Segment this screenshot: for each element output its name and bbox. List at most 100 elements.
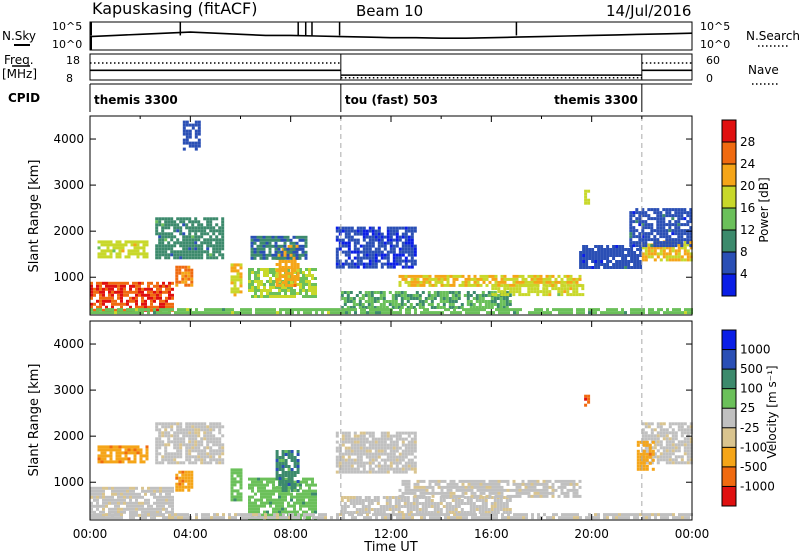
vel-cell	[278, 480, 282, 483]
power-cell	[647, 226, 651, 230]
vel-cell	[251, 483, 254, 487]
power-cell	[615, 260, 619, 263]
vel-cell	[410, 452, 414, 456]
vel-cell	[366, 516, 369, 520]
power-cell	[524, 284, 528, 288]
power-cell	[635, 208, 639, 212]
vel-cell	[165, 516, 168, 520]
power-cell	[368, 250, 372, 254]
power-cell	[600, 263, 604, 266]
power-cell	[182, 126, 186, 130]
power-cell	[286, 253, 290, 257]
vel-cell	[642, 455, 646, 459]
power-cell	[374, 253, 378, 257]
vel-cell	[311, 483, 314, 487]
power-cell	[212, 244, 216, 248]
power-cell	[262, 235, 266, 239]
vel-cell	[490, 511, 494, 514]
power-cell	[368, 256, 372, 260]
power-cell	[191, 220, 195, 224]
power-cell	[624, 311, 627, 315]
power-cell	[147, 281, 150, 285]
power-cell	[182, 217, 186, 221]
vel-cell	[448, 508, 452, 511]
power-cell	[250, 250, 254, 254]
power-cell	[382, 297, 386, 300]
power-cell	[178, 265, 182, 269]
power-cell	[440, 280, 444, 284]
vel-cell	[389, 449, 393, 453]
power-cell	[410, 283, 414, 287]
power-cell	[311, 268, 314, 271]
vel-cell	[109, 460, 113, 464]
power-cell	[126, 290, 129, 294]
power-cell	[428, 274, 432, 278]
power-cell	[197, 238, 201, 242]
power-cell	[671, 214, 675, 218]
vel-cell	[207, 513, 210, 517]
power-cell	[90, 287, 93, 291]
power-cell	[341, 229, 345, 233]
power-cell	[400, 294, 404, 297]
vel-cell	[221, 434, 225, 438]
power-cell	[635, 220, 639, 224]
power-cell	[641, 241, 645, 245]
vel-cell	[164, 425, 168, 429]
power-cell	[283, 241, 287, 245]
power-cell	[123, 311, 126, 315]
power-cell	[295, 253, 299, 257]
power-cell	[534, 308, 537, 312]
vel-cell	[171, 507, 174, 511]
vel-cell	[412, 502, 416, 505]
vel-cell	[488, 485, 492, 489]
power-cell	[496, 294, 500, 297]
vel-cell	[665, 437, 669, 441]
power-cell	[281, 286, 284, 289]
vel-cell	[353, 443, 357, 447]
vel-cell	[108, 498, 111, 502]
vel-cell	[115, 448, 119, 452]
vel-cell	[188, 425, 192, 429]
vel-cell	[188, 449, 192, 453]
vel-cell	[178, 488, 182, 492]
power-cell	[499, 300, 503, 303]
power-cell	[278, 272, 282, 275]
vel-cell	[239, 480, 243, 484]
power-cell	[379, 303, 383, 306]
vel-cell	[210, 516, 213, 520]
power-cell	[340, 294, 344, 297]
power-cell	[185, 123, 189, 127]
vel-cell	[647, 422, 651, 426]
vel-cell	[281, 477, 285, 480]
vel-cell	[383, 434, 387, 438]
power-cell	[336, 308, 339, 312]
power-colorbar-band-4	[722, 186, 736, 208]
vel-cell	[153, 486, 156, 490]
vel-cell	[93, 495, 96, 499]
vel-cell	[418, 508, 422, 511]
power-cell	[206, 217, 210, 221]
vel-cell	[500, 491, 504, 495]
vel-cell	[181, 476, 185, 480]
power-cell	[624, 254, 628, 257]
power-cell	[504, 308, 507, 312]
vel-cell	[200, 449, 204, 453]
vel-cell	[108, 516, 111, 520]
power-cell	[671, 255, 675, 259]
vel-cell	[407, 488, 411, 492]
vel-cell	[416, 488, 420, 492]
power-cell	[486, 311, 489, 315]
vel-cell	[539, 482, 543, 486]
power-cell	[542, 287, 546, 291]
vel-cell	[178, 476, 182, 480]
power-cell	[686, 238, 690, 242]
power-cell	[253, 256, 257, 260]
vel-cell	[403, 505, 407, 508]
vel-cell	[230, 486, 234, 490]
vel-cell	[560, 491, 564, 495]
vel-cell	[209, 434, 213, 438]
power-cell	[305, 295, 308, 298]
power-cell	[644, 232, 648, 236]
vel-cell	[363, 516, 366, 520]
power-cell	[250, 244, 254, 248]
